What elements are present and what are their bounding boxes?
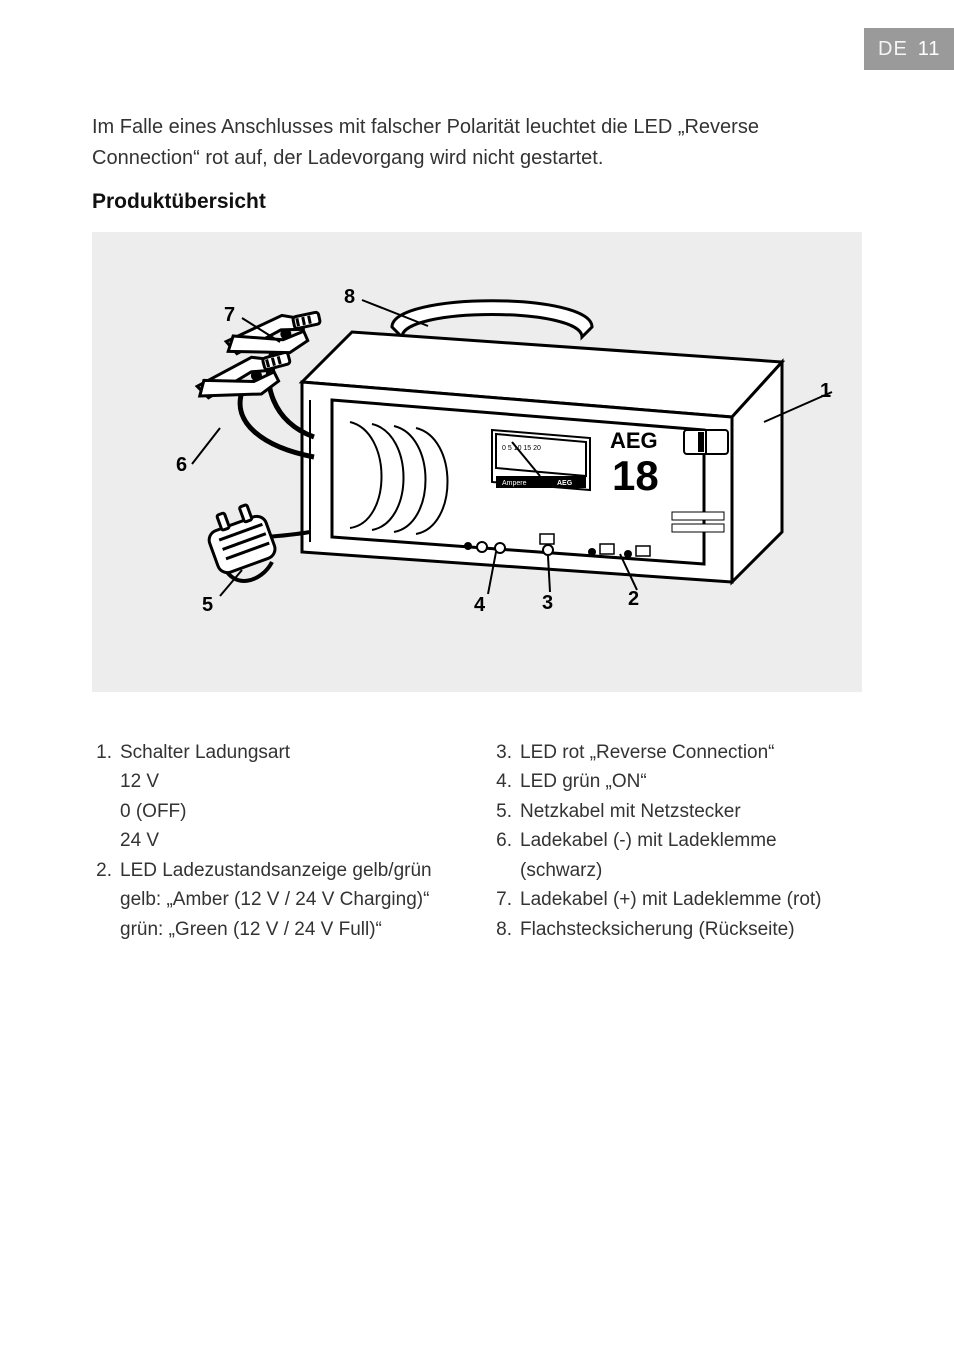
- legend-item-text: Flachstecksicherung (Rückseite): [520, 915, 862, 944]
- legend-item-sub-text: gelb: „Amber (12 V / 24 V Charging)“: [120, 885, 462, 914]
- page-header-tab: DE 11: [864, 28, 954, 70]
- page-number: 11: [918, 38, 941, 61]
- legend-item-number: 4.: [492, 767, 520, 796]
- legend-item-number: 8.: [492, 915, 520, 944]
- legend-item-sub: 24 V: [92, 826, 462, 855]
- callout-3: 3: [542, 592, 553, 615]
- legend-item-number: 7.: [492, 885, 520, 914]
- legend-item-sub: 0 (OFF): [92, 797, 462, 826]
- legend-item: 7.Ladekabel (+) mit Ladeklemme (rot): [492, 885, 862, 914]
- gauge-label: Ampere: [502, 480, 527, 487]
- legend-item: 6.Ladekabel (-) mit Ladeklemme (schwarz): [492, 826, 862, 885]
- model-label: 18: [612, 452, 659, 499]
- legend-item-text: Schalter Ladungsart: [120, 738, 462, 767]
- legend-item: 8.Flachstecksicherung (Rückseite): [492, 915, 862, 944]
- callout-6: 6: [176, 454, 187, 477]
- legend-item-sub-text: 24 V: [120, 826, 462, 855]
- legend-item-text: LED grün „ON“: [520, 767, 862, 796]
- intro-paragraph: Im Falle eines Anschlusses mit falscher …: [92, 112, 862, 174]
- callout-4: 4: [474, 594, 485, 617]
- legend-item-number: 3.: [492, 738, 520, 767]
- legend-item-number: 2.: [92, 856, 120, 885]
- legend-item-text: Ladekabel (-) mit Ladeklemme (schwarz): [520, 826, 862, 885]
- legend-item: 1.Schalter Ladungsart: [92, 738, 462, 767]
- legend-item: 3.LED rot „Reverse Connection“: [492, 738, 862, 767]
- section-title: Produktübersicht: [92, 190, 266, 214]
- legend-item-number: 6.: [492, 826, 520, 885]
- callout-8: 8: [344, 286, 355, 309]
- legend-item: 5.Netzkabel mit Netzstecker: [492, 797, 862, 826]
- gauge-ticks: 0 5 10 15 20: [502, 445, 541, 452]
- lang-code: DE: [878, 38, 908, 61]
- callout-1: 1: [820, 380, 831, 403]
- legend-item-sub-text: 0 (OFF): [120, 797, 462, 826]
- manual-page: DE 11 Im Falle eines Anschlusses mit fal…: [0, 0, 954, 1345]
- legend-item-sub: grün: „Green (12 V / 24 V Full)“: [92, 915, 462, 944]
- legend-item-text: LED Ladezustandsanzeige gelb/grün: [120, 856, 462, 885]
- legend-item: 2.LED Ladezustandsanzeige gelb/grün: [92, 856, 462, 885]
- legend-item-text: LED rot „Reverse Connection“: [520, 738, 862, 767]
- legend-item-number: 5.: [492, 797, 520, 826]
- legend: 1.Schalter Ladungsart 12 V 0 (OFF) 24 V2…: [92, 738, 862, 944]
- legend-item-text: Ladekabel (+) mit Ladeklemme (rot): [520, 885, 862, 914]
- legend-item-sub: gelb: „Amber (12 V / 24 V Charging)“: [92, 885, 462, 914]
- gauge-brand: AEG: [557, 480, 573, 487]
- legend-item-sub: 12 V: [92, 767, 462, 796]
- callout-2: 2: [628, 588, 639, 611]
- charger-illustration: 0 5 10 15 20 Ampere AEG AEG 18: [92, 232, 862, 692]
- product-diagram: 0 5 10 15 20 Ampere AEG AEG 18: [92, 232, 862, 692]
- callout-5: 5: [202, 594, 213, 617]
- legend-item-text: Netzkabel mit Netzstecker: [520, 797, 862, 826]
- legend-item-sub-text: grün: „Green (12 V / 24 V Full)“: [120, 915, 462, 944]
- legend-item: 4.LED grün „ON“: [492, 767, 862, 796]
- brand-label: AEG: [610, 428, 658, 453]
- callout-7: 7: [224, 304, 235, 327]
- legend-col-left: 1.Schalter Ladungsart 12 V 0 (OFF) 24 V2…: [92, 738, 462, 944]
- legend-item-number: 1.: [92, 738, 120, 767]
- legend-col-right: 3.LED rot „Reverse Connection“4.LED grün…: [492, 738, 862, 944]
- legend-item-sub-text: 12 V: [120, 767, 462, 796]
